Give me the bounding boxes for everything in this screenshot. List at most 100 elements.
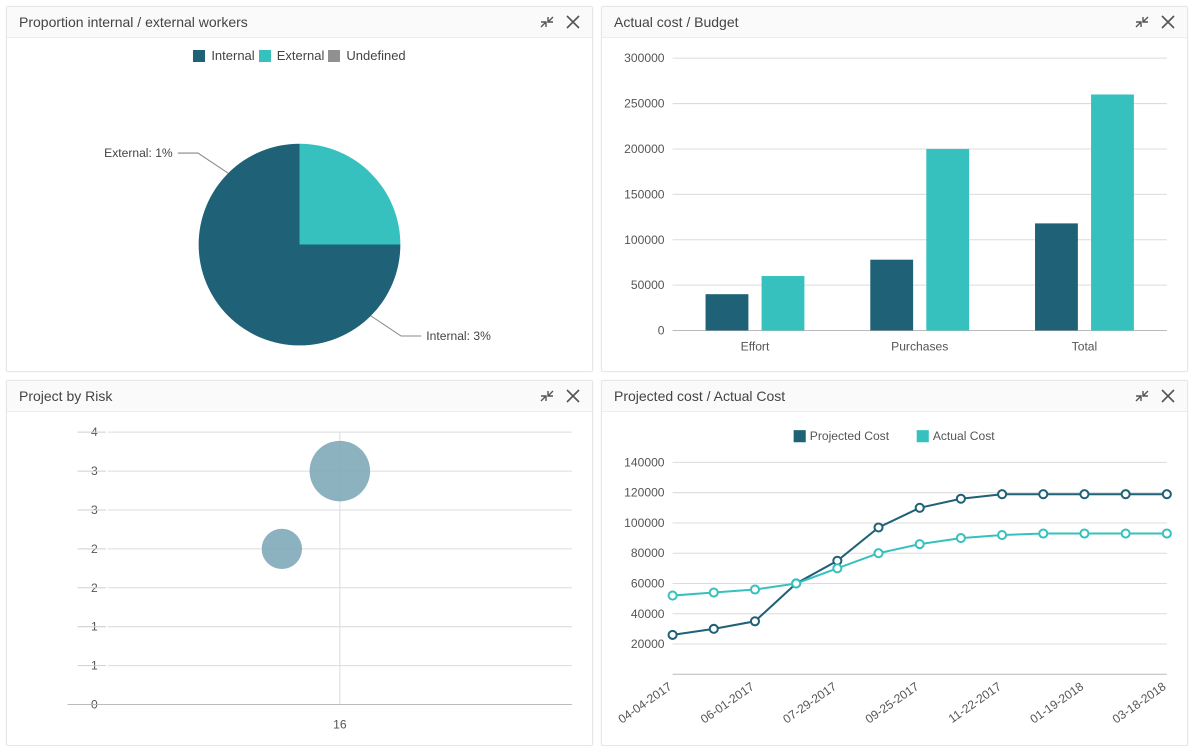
line-marker: [833, 564, 841, 572]
line-marker: [792, 579, 800, 587]
x-tick-label: Effort: [741, 340, 770, 354]
panel-projected-actual: Projected cost / Actual Cost Projected C…: [601, 380, 1188, 746]
panel-header: Proportion internal / external workers: [7, 7, 592, 38]
line-marker: [751, 585, 759, 593]
x-tick-label: 06-01-2017: [698, 679, 757, 726]
line-marker: [1163, 529, 1171, 537]
bar: [870, 260, 913, 331]
line-marker: [874, 549, 882, 557]
legend-item: Undefined: [328, 48, 405, 63]
x-tick-label: 11-22-2017: [946, 679, 1004, 726]
x-tick-label: 01-19-2018: [1027, 679, 1086, 726]
bar: [762, 276, 805, 330]
line-marker: [916, 504, 924, 512]
line-marker: [669, 631, 677, 639]
y-tick-label: 250000: [624, 97, 665, 111]
line-marker: [1122, 490, 1130, 498]
panel-body: 0 50000 100000 150000 200000 250000 300000 Effo…: [602, 38, 1187, 371]
legend-swatch: [259, 50, 271, 62]
line-marker: [998, 531, 1006, 539]
close-icon[interactable]: [1159, 387, 1177, 405]
panel-workers-proportion: Proportion internal / external workers I…: [6, 6, 593, 372]
y-tick-label: 80000: [631, 546, 665, 560]
panel-body: Projected Cost Actual Cost 20000 40000 60000…: [602, 412, 1187, 745]
line-marker: [751, 617, 759, 625]
pie-callout: Internal: 3%: [426, 329, 491, 343]
line-marker: [669, 591, 677, 599]
panel-actions: [1133, 387, 1177, 405]
panel-cost-budget: Actual cost / Budget 0 50000 100000 150000 2…: [601, 6, 1188, 372]
panel-body: Internal External Undefined External: 1% In…: [7, 38, 592, 371]
line-marker: [957, 534, 965, 542]
panel-title: Projected cost / Actual Cost: [614, 388, 785, 404]
x-tick-label: 04-04-2017: [616, 679, 675, 726]
line-marker: [1039, 529, 1047, 537]
close-icon[interactable]: [1159, 13, 1177, 31]
panel-title: Proportion internal / external workers: [19, 14, 248, 30]
bubble: [262, 529, 302, 569]
line-marker: [710, 588, 718, 596]
y-tick-label: 20000: [631, 637, 665, 651]
line-chart: Projected Cost Actual Cost 20000 40000 60000…: [602, 412, 1187, 745]
y-tick-label: 120000: [624, 486, 665, 500]
line-marker: [1080, 529, 1088, 537]
legend-swatch: [328, 50, 340, 62]
line-marker: [916, 540, 924, 548]
bar: [1035, 223, 1078, 330]
bar: [926, 149, 969, 331]
panel-title: Actual cost / Budget: [614, 14, 739, 30]
collapse-icon[interactable]: [538, 13, 556, 31]
line-marker: [710, 625, 718, 633]
panel-header: Actual cost / Budget: [602, 7, 1187, 38]
bar: [1091, 94, 1134, 330]
collapse-icon[interactable]: [1133, 387, 1151, 405]
legend-swatch: [193, 50, 205, 62]
y-tick-label: 100000: [624, 233, 665, 247]
line-marker: [957, 495, 965, 503]
y-tick-label: 100000: [624, 516, 665, 530]
y-tick-label: 200000: [624, 142, 665, 156]
legend-item: Internal: [193, 48, 254, 63]
line-marker: [998, 490, 1006, 498]
y-tick-label: 140000: [624, 455, 665, 469]
x-tick-label: 16: [333, 718, 347, 732]
legend-label: External: [277, 48, 325, 63]
y-tick-label: 40000: [631, 607, 665, 621]
x-tick-label: 07-29-2017: [780, 679, 839, 726]
legend-swatch: [917, 430, 929, 442]
y-tick-label: 150000: [624, 187, 665, 201]
dashboard: Proportion internal / external workers I…: [0, 0, 1194, 733]
line-marker: [1122, 529, 1130, 537]
y-tick-label: 60000: [631, 576, 665, 590]
panel-project-risk: Project by Risk 0112233416: [6, 380, 593, 746]
line-marker: [874, 523, 882, 531]
line-marker: [1163, 490, 1171, 498]
bubble: [310, 441, 371, 502]
line-marker: [1080, 490, 1088, 498]
pie-callout: External: 1%: [104, 146, 173, 160]
legend-label: Internal: [211, 48, 254, 63]
panel-actions: [1133, 13, 1177, 31]
pie-chart: External: 1% Internal: 3%: [7, 63, 592, 396]
legend-item: External: [259, 48, 325, 63]
y-tick-label: 0: [658, 324, 665, 338]
panel-body: 0112233416: [7, 412, 592, 745]
legend-label: Projected Cost: [810, 429, 890, 443]
bar-chart: 0 50000 100000 150000 200000 250000 300000 Effo…: [602, 38, 1187, 371]
panel-actions: [538, 13, 582, 31]
legend-label: Undefined: [346, 48, 405, 63]
line-marker: [1039, 490, 1047, 498]
panel-header: Projected cost / Actual Cost: [602, 381, 1187, 412]
close-icon[interactable]: [564, 13, 582, 31]
legend-label: Actual Cost: [933, 429, 995, 443]
bar: [706, 294, 749, 330]
legend-swatch: [794, 430, 806, 442]
collapse-icon[interactable]: [1133, 13, 1151, 31]
x-tick-label: 03-18-2018: [1110, 679, 1169, 726]
y-tick-label: 50000: [631, 278, 665, 292]
x-tick-label: 09-25-2017: [863, 679, 922, 726]
chart-legend: Internal External Undefined: [7, 38, 592, 63]
x-tick-label: Purchases: [891, 340, 948, 354]
y-tick-label: 300000: [624, 51, 665, 65]
bubble-chart: 0112233416: [7, 412, 592, 745]
